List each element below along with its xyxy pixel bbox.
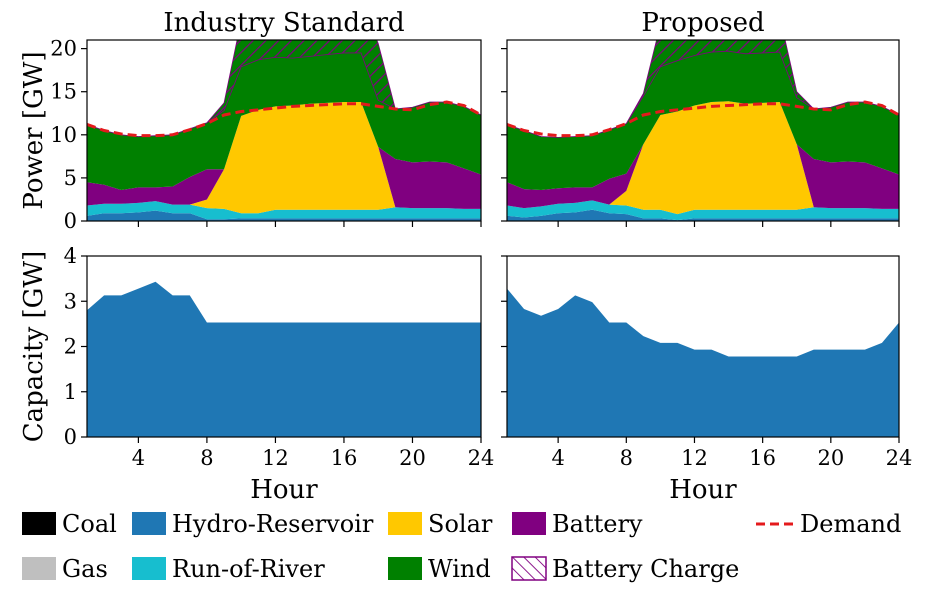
axes-frame bbox=[506, 39, 900, 222]
legend-label: Wind bbox=[428, 555, 491, 583]
area-battery bbox=[507, 101, 899, 209]
y-tick-label: 2 bbox=[64, 335, 77, 359]
x-axis-label: Hour bbox=[250, 475, 318, 505]
area-wind bbox=[87, 52, 481, 190]
x-tick-label: 20 bbox=[817, 446, 844, 470]
axes-frame bbox=[86, 39, 482, 222]
area-run-of-river bbox=[507, 200, 899, 221]
y-tick-label: 15 bbox=[50, 80, 77, 104]
demand-line bbox=[87, 100, 481, 138]
legend-swatch bbox=[132, 557, 166, 580]
y-tick-label: 10 bbox=[50, 123, 77, 147]
area-run-of-river bbox=[87, 201, 481, 220]
legend: Coal Hydro-Reservoir Solar Battery Demand Gas… bbox=[22, 510, 901, 583]
legend-item-solar: Solar bbox=[388, 510, 493, 538]
x-axis-label: Hour bbox=[669, 475, 737, 505]
chart-title: Industry Standard bbox=[163, 8, 404, 38]
x-tick-label: 16 bbox=[749, 446, 776, 470]
legend-label: Demand bbox=[800, 510, 901, 538]
x-tick-label: 4 bbox=[551, 446, 564, 470]
y-tick-label: 20 bbox=[50, 37, 77, 61]
area-hydro-reservoir bbox=[87, 281, 481, 437]
legend-swatch bbox=[22, 512, 56, 535]
y-tick-label: 5 bbox=[64, 166, 77, 190]
x-tick-label: 12 bbox=[262, 446, 289, 470]
legend-swatch bbox=[22, 557, 56, 580]
legend-item-demand: Demand bbox=[756, 510, 901, 538]
legend-label: Coal bbox=[62, 510, 117, 538]
x-tick-label: 16 bbox=[331, 446, 358, 470]
plot-area bbox=[87, 281, 481, 437]
plot-area bbox=[87, 40, 481, 221]
chart-top-right: Proposed bbox=[501, 8, 900, 227]
legend-label: Run-of-River bbox=[172, 555, 325, 583]
plot-area bbox=[507, 40, 899, 221]
chart-title: Proposed bbox=[641, 8, 764, 38]
x-tick-label: 8 bbox=[620, 446, 633, 470]
y-tick-label: 1 bbox=[64, 380, 77, 404]
legend-label: Battery Charge bbox=[552, 555, 739, 583]
x-tick-label: 20 bbox=[399, 446, 426, 470]
legend-item-run-of-river: Run-of-River bbox=[132, 555, 325, 583]
area-battery-charge bbox=[507, 40, 899, 138]
y-tick-label: 0 bbox=[64, 425, 77, 449]
area-wind bbox=[507, 51, 899, 190]
plot-area bbox=[507, 288, 899, 437]
y-tick-label: 4 bbox=[64, 244, 77, 268]
y-axis-label: Power [GW] bbox=[19, 51, 49, 209]
legend-item-coal: Coal bbox=[22, 510, 117, 538]
y-tick-label: 0 bbox=[64, 209, 77, 233]
area-battery bbox=[87, 102, 481, 209]
y-axis-label: Capacity [GW] bbox=[19, 251, 49, 443]
area-solar bbox=[507, 101, 899, 215]
legend-item-gas: Gas bbox=[22, 555, 108, 583]
legend-swatch bbox=[512, 512, 546, 535]
x-tick-label: 24 bbox=[468, 446, 495, 470]
legend-label: Battery bbox=[552, 510, 643, 538]
legend-label: Solar bbox=[428, 510, 493, 538]
legend-swatch bbox=[388, 512, 422, 535]
legend-label: Gas bbox=[62, 555, 108, 583]
legend-swatch bbox=[132, 512, 166, 535]
y-tick-label: 3 bbox=[64, 289, 77, 313]
area-solar bbox=[87, 102, 481, 214]
x-tick-label: 24 bbox=[886, 446, 913, 470]
area-battery-charge bbox=[87, 40, 481, 137]
area-hydro-reservoir bbox=[507, 288, 899, 437]
legend-item-battery: Battery bbox=[512, 510, 643, 538]
legend-label: Hydro-Reservoir bbox=[172, 510, 374, 538]
demand-line bbox=[507, 100, 899, 138]
x-tick-label: 8 bbox=[200, 446, 213, 470]
legend-swatch bbox=[388, 557, 422, 580]
legend-swatch bbox=[511, 556, 547, 581]
x-tick-label: 12 bbox=[681, 446, 708, 470]
x-tick-label: 4 bbox=[132, 446, 145, 470]
chart-bottom-right: 4 8 12 16 20 24 Hour bbox=[501, 255, 913, 505]
legend-item-hydro-reservoir: Hydro-Reservoir bbox=[132, 510, 374, 538]
chart-top-left: 0 5 10 15 20 Industry Standard Power [GW] bbox=[19, 8, 482, 233]
legend-item-wind: Wind bbox=[388, 555, 491, 583]
legend-item-battery-charge: Battery Charge bbox=[511, 555, 739, 583]
area-hydro-reservoir bbox=[507, 209, 899, 221]
